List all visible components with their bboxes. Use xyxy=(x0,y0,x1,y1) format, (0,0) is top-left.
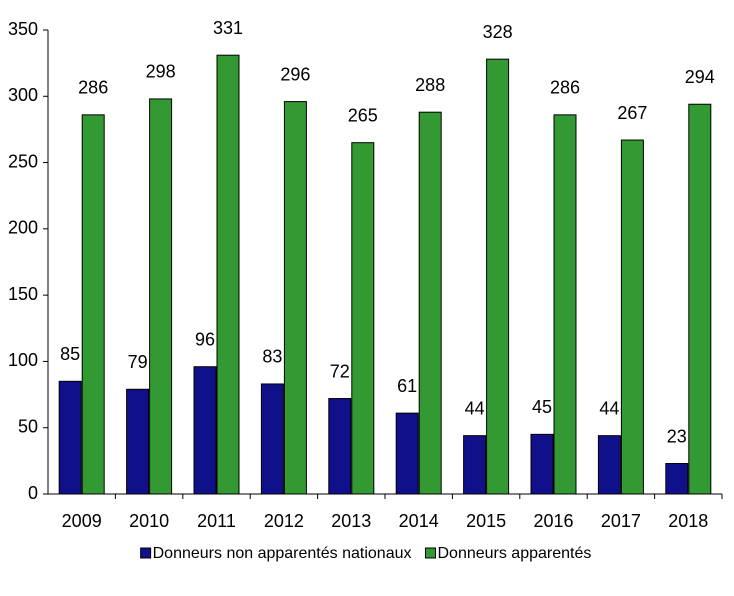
bar xyxy=(553,114,577,495)
bar xyxy=(126,388,150,495)
x-tick-label: 2010 xyxy=(129,511,169,531)
bar xyxy=(665,463,689,495)
data-label: 96 xyxy=(195,329,215,349)
x-tick-label: 2016 xyxy=(533,511,573,531)
legend: Donneurs non apparentés nationaux Donneur… xyxy=(140,545,591,562)
x-tick-label: 2013 xyxy=(331,511,371,531)
bar xyxy=(688,103,712,495)
data-label: 294 xyxy=(685,67,715,87)
data-label: 331 xyxy=(213,18,243,38)
bar xyxy=(81,114,105,495)
bar xyxy=(283,101,307,495)
bar xyxy=(597,435,621,495)
bar xyxy=(216,54,240,495)
data-label: 286 xyxy=(78,78,108,98)
bar xyxy=(58,380,82,495)
data-label: 85 xyxy=(60,344,80,364)
bar xyxy=(328,398,352,495)
y-tick-label: 350 xyxy=(8,19,38,39)
y-tick-label: 50 xyxy=(18,416,38,436)
y-tick-label: 300 xyxy=(8,85,38,105)
bar xyxy=(351,142,375,495)
data-label: 288 xyxy=(415,75,445,95)
data-label: 83 xyxy=(262,347,282,367)
y-tick-label: 0 xyxy=(28,483,38,503)
data-label: 61 xyxy=(397,376,417,396)
x-tick-label: 2012 xyxy=(264,511,304,531)
data-label: 286 xyxy=(550,78,580,98)
bar xyxy=(486,58,510,495)
data-label: 72 xyxy=(330,361,350,381)
legend-label: Donneurs non apparentés nationaux xyxy=(153,545,412,562)
data-label: 265 xyxy=(348,105,378,125)
bar xyxy=(149,98,173,495)
data-label: 23 xyxy=(667,426,687,446)
data-label: 298 xyxy=(146,62,176,82)
data-label: 328 xyxy=(483,22,513,42)
bar xyxy=(395,412,419,495)
y-tick-label: 150 xyxy=(8,284,38,304)
data-label: 44 xyxy=(599,398,619,418)
bar xyxy=(620,139,644,495)
y-tick-label: 100 xyxy=(8,350,38,370)
data-label: 296 xyxy=(280,64,310,84)
x-tick-label: 2014 xyxy=(399,511,439,531)
x-tick-label: 2017 xyxy=(601,511,641,531)
data-label: 267 xyxy=(617,103,647,123)
bar xyxy=(260,383,284,495)
legend-swatch xyxy=(140,547,152,559)
y-tick-label: 200 xyxy=(8,218,38,238)
x-tick-label: 2018 xyxy=(668,511,708,531)
legend-swatch xyxy=(424,547,436,559)
bar xyxy=(463,435,487,495)
data-label: 44 xyxy=(465,398,485,418)
data-label: 79 xyxy=(128,352,148,372)
bar xyxy=(193,366,217,495)
data-label: 45 xyxy=(532,397,552,417)
x-tick-label: 2015 xyxy=(466,511,506,531)
bar xyxy=(418,111,442,495)
x-tick-label: 2009 xyxy=(62,511,102,531)
bar xyxy=(530,433,554,495)
x-tick-label: 2011 xyxy=(197,511,236,531)
y-tick-label: 250 xyxy=(8,151,38,171)
legend-label: Donneurs apparentés xyxy=(437,545,591,562)
